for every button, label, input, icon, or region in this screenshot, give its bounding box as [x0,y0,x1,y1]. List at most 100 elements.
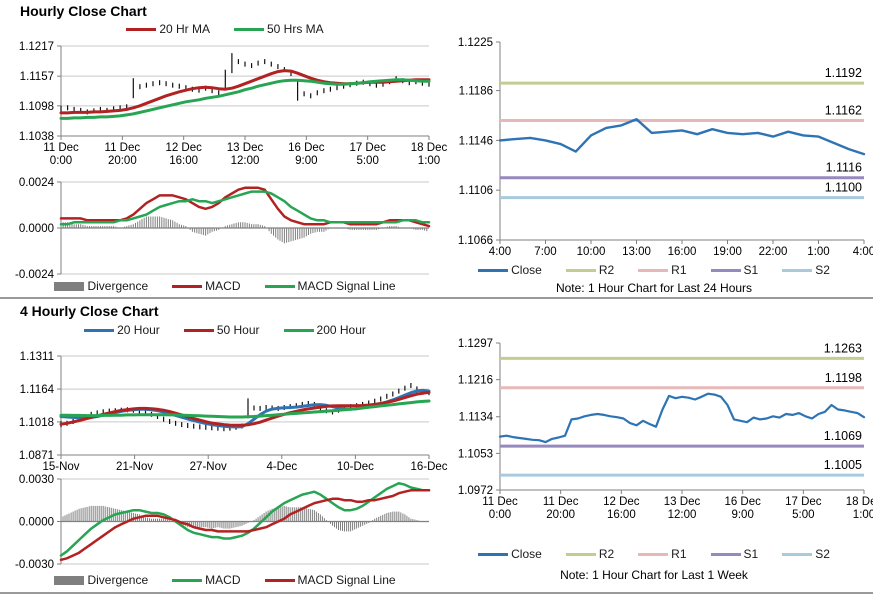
legend-label: S2 [815,263,830,277]
x-tick-label: 27-Nov [190,461,227,473]
legend-swatch-20-hr-ma [126,27,157,31]
legend-swatch-r1 [638,552,669,556]
y-tick-label: 1.1098 [19,101,54,113]
legend-item-macd: MACD [172,279,241,293]
x-tick-label: 4:00 [853,246,873,258]
legend-item-divergence: Divergence [54,573,148,587]
legend-item-r1: R1 [638,263,687,277]
legend-swatch-macd-signal-line [264,578,295,582]
legend-swatch-macd-signal-line [264,284,295,288]
y-tick-label: 1.1134 [459,412,494,424]
four-hourly-macd-canvas: 0.0030 0.0000 -0.0030 [15,474,431,571]
legend-swatch-macd [172,284,203,288]
y-tick-label: 0.0000 [19,517,54,529]
legend-item-r1: R1 [638,547,687,561]
hourly-macd-canvas: 0.0024 0.0000 -0.0024 [15,177,431,281]
y-tick-label: 1.1225 [458,37,493,49]
x-tick-label: 16 Dec 9:00 [724,496,761,521]
legend-swatch-50-hour [183,328,214,332]
pivot-value-s1: 1.1069 [824,429,862,443]
x-tick-label: 13:00 [622,246,651,258]
legend-label: R2 [598,263,615,277]
series-20-hour [59,388,431,429]
x-tick-label: 12 Dec 16:00 [603,496,640,521]
legend-label: S1 [743,547,759,561]
y-tick-label: 1.1053 [458,448,493,460]
bottom-divider [0,592,873,594]
legend-item-close: Close [478,263,542,277]
y-tick-label: 1.0871 [19,450,54,462]
x-tick-label: 16-Dec [410,461,447,473]
legend-label: MACD Signal Line [297,279,396,293]
four-hourly-price-legend: 20 Hour 50 Hour 200 Hour [15,323,435,337]
pivot-value-s2: 1.1005 [824,458,862,472]
legend-label: 50 Hour [216,323,260,337]
legend-swatch-close [478,268,509,272]
legend-swatch-divergence [54,575,85,585]
series-200-hour [59,399,431,419]
x-tick-label: 10-Dec [337,461,374,473]
legend-swatch-200-hour [283,328,314,332]
y-tick-label: -0.0030 [15,559,54,571]
x-tick-label: 21-Nov [116,461,153,473]
legend-label: MACD [205,279,241,293]
hourly-close-chart-title: Hourly Close Chart [20,3,147,19]
legend-label: Divergence [87,573,149,587]
y-tick-label: 1.1297 [458,338,493,350]
x-tick-label: 11 Dec 20:00 [105,142,141,167]
y-tick-label: 1.1018 [19,417,54,429]
x-tick-label: 16:00 [668,246,697,258]
y-tick-label: 0.0030 [19,474,54,486]
pivot-value-r2: 1.1192 [825,66,862,80]
pivot-value-s2: 1.1100 [825,181,862,195]
legend-label: Divergence [87,279,149,293]
x-tick-label: 15-Nov [42,461,79,473]
legend-label: S2 [815,547,830,561]
legend-item-20-hour: 20 Hour [84,323,160,337]
y-tick-label: 1.1216 [458,375,493,387]
x-tick-label: 12 Dec 16:00 [165,142,202,167]
y-tick-label: 1.0972 [458,485,493,497]
x-tick-label: 10:00 [577,246,606,258]
legend-swatch-s1 [710,268,741,272]
weekly-pivot-legend: Close R2 R1 S1 S2 [438,547,870,561]
legend-item-50-hour: 50 Hour [183,323,260,337]
pivot-value-r1: 1.1198 [825,371,862,385]
y-tick-label: 1.1038 [19,131,54,143]
x-tick-label: 16 Dec 9:00 [288,142,325,167]
hourly-pivot-note: Note: 1 Hour Chart for Last 24 Hours [555,281,753,295]
x-tick-label: 7:00 [534,246,556,258]
y-tick-label: 1.1217 [19,41,54,53]
legend-label: Close [511,263,542,277]
x-tick-label: 22:00 [759,246,788,258]
legend-label: 20 Hr MA [159,22,210,36]
series-close [498,117,866,156]
x-tick-label: 11 Dec 0:00 [43,142,79,167]
x-tick-label: 4-Dec [266,461,297,473]
x-tick-label: 17 Dec 5:00 [785,496,822,521]
series-50-hour [59,390,431,427]
legend-label: 200 Hour [316,323,366,337]
y-tick-label: 1.1311 [20,351,54,363]
hourly-price-legend: 20 Hr MA 50 Hrs MA [15,22,435,36]
pivot-value-r2: 1.1263 [824,341,862,355]
series-macd-signal-line [59,489,431,562]
y-tick-label: 1.1186 [459,86,493,98]
series-macd-signal-line [59,190,431,226]
x-tick-label: 1:00 [807,246,829,258]
legend-item-50-hrs-ma: 50 Hrs MA [234,22,324,36]
hourly-pivot-legend: Close R2 R1 S1 S2 [438,263,870,277]
y-tick-label: 1.1106 [459,185,493,197]
hourly-macd-legend: Divergence MACD MACD Signal Line [15,279,435,293]
pivot-value-s1: 1.1116 [826,161,862,175]
x-tick-label: 4:00 [489,246,511,258]
series-macd [59,481,431,557]
legend-label: R1 [671,263,687,277]
legend-swatch-r1 [638,268,669,272]
legend-item-macd: MACD [172,573,241,587]
